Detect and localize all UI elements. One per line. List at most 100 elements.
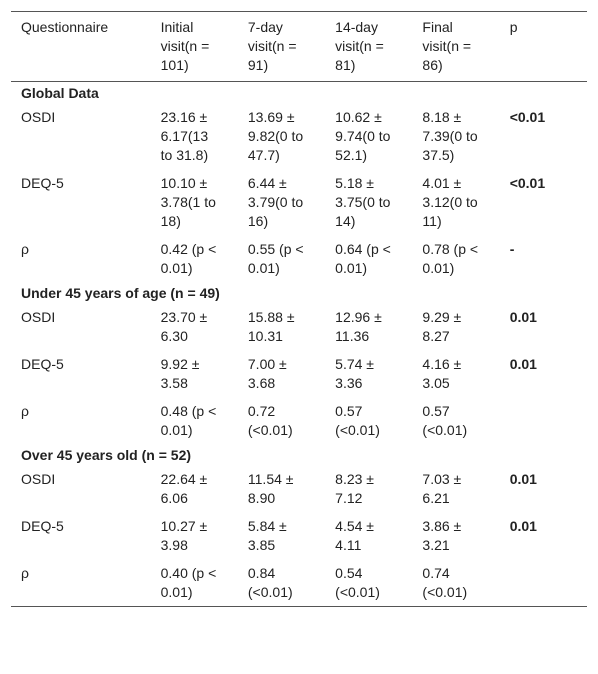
data-cell: 9.29 ± 8.27: [412, 303, 499, 350]
cell-text: Under 45 years of age (n = 49): [21, 285, 220, 301]
row-label: DEQ-5: [11, 169, 151, 235]
header-row: Questionnaire Initial visit(n = 101) 7-day…: [11, 11, 587, 82]
data-cell: 0.40 (p < 0.01): [151, 559, 238, 607]
cell-text: p: [509, 19, 518, 35]
cell-text: 11.54 ± 8.90: [247, 471, 294, 506]
cell-text: 12.96 ± 11.36: [335, 309, 382, 344]
cell-text: OSDI: [21, 309, 56, 325]
data-cell: 0.74 (<0.01): [412, 559, 499, 607]
cell-text: 9.29 ± 8.27: [422, 309, 462, 344]
row-label: DEQ-5: [11, 350, 151, 397]
data-cell: 0.72 (<0.01): [238, 397, 325, 444]
data-cell: 22.64 ± 6.06: [151, 465, 238, 512]
cell-text: 0.01: [509, 518, 537, 534]
column-header: 14-day visit(n = 81): [325, 11, 413, 82]
cell-text: 7.00 ± 3.68: [247, 356, 287, 391]
section-row: Under 45 years of age (n = 49): [11, 282, 587, 303]
data-cell: 8.18 ± 7.39(0 to 37.5): [412, 103, 499, 169]
data-cell: 0.48 (p < 0.01): [151, 397, 238, 444]
cell-text: 0.72 (<0.01): [247, 403, 293, 438]
cell-text: 4.54 ± 4.11: [335, 518, 374, 553]
data-table: Questionnaire Initial visit(n = 101) 7-day…: [11, 11, 587, 607]
cell-text: 4.16 ± 3.05: [422, 356, 462, 391]
data-cell: 5.18 ± 3.75(0 to 14): [325, 169, 412, 235]
cell-text: 23.16 ± 6.17(13 to 31.8): [160, 109, 209, 163]
data-cell: 23.16 ± 6.17(13 to 31.8): [151, 103, 238, 169]
data-cell: 6.44 ± 3.79(0 to 16): [238, 169, 325, 235]
p-value: -: [500, 235, 587, 282]
section-title: Global Data: [11, 82, 587, 104]
data-cell: 10.62 ± 9.74(0 to 52.1): [325, 103, 412, 169]
cell-text: 0.54 (<0.01): [335, 565, 380, 600]
cell-text: 0.40 (p < 0.01): [160, 565, 217, 600]
column-header: Initial visit(n = 101): [150, 11, 238, 82]
row-label: ρ: [11, 397, 151, 444]
p-value: [500, 397, 587, 444]
cell-text: DEQ-5: [21, 356, 64, 372]
p-value: 0.01: [500, 465, 587, 512]
cell-text: OSDI: [21, 109, 56, 125]
cell-text: 10.62 ± 9.74(0 to 52.1): [335, 109, 391, 163]
data-cell: 10.10 ± 3.78(1 to 18): [151, 169, 238, 235]
cell-text: 13.69 ± 9.82(0 to 47.7): [247, 109, 304, 163]
cell-text: 0.74 (<0.01): [422, 565, 468, 600]
data-cell: 15.88 ± 10.31: [238, 303, 325, 350]
p-value: 0.01: [500, 350, 587, 397]
cell-text: 0.01: [509, 309, 537, 325]
cell-text: 23.70 ± 6.30: [160, 309, 208, 344]
cell-text: 8.23 ± 7.12: [335, 471, 374, 506]
cell-text: ρ: [21, 403, 29, 419]
data-row: ρ 0.42 (p < 0.01) 0.55 (p < 0.01) 0.64 (p <…: [11, 235, 587, 282]
cell-text: 7.03 ± 6.21: [422, 471, 462, 506]
data-cell: 23.70 ± 6.30: [151, 303, 238, 350]
section-title: Under 45 years of age (n = 49): [11, 282, 587, 303]
column-header: 7-day visit(n = 91): [237, 11, 326, 82]
cell-text: Initial visit(n = 101): [160, 19, 210, 73]
data-cell: 0.78 (p < 0.01): [412, 235, 499, 282]
cell-text: Global Data: [21, 85, 99, 101]
data-cell: 0.57 (<0.01): [325, 397, 412, 444]
column-header: Final visit(n = 86): [412, 11, 500, 82]
cell-text: 0.42 (p < 0.01): [160, 241, 217, 276]
data-cell: 12.96 ± 11.36: [325, 303, 412, 350]
cell-text: 15.88 ± 10.31: [247, 309, 295, 344]
row-label: OSDI: [11, 465, 151, 512]
data-cell: 0.54 (<0.01): [325, 559, 412, 607]
data-cell: 0.84 (<0.01): [238, 559, 325, 607]
data-row: OSDI 23.16 ± 6.17(13 to 31.8) 13.69 ± 9.82…: [11, 103, 587, 169]
data-cell: 0.42 (p < 0.01): [151, 235, 238, 282]
cell-text: 7-day visit(n = 91): [247, 19, 297, 73]
cell-text: 3.86 ± 3.21: [422, 518, 462, 553]
p-value: <0.01: [500, 103, 587, 169]
data-cell: 5.74 ± 3.36: [325, 350, 412, 397]
cell-text: 10.27 ± 3.98: [160, 518, 208, 553]
data-cell: 11.54 ± 8.90: [238, 465, 325, 512]
cell-text: 0.57 (<0.01): [422, 403, 468, 438]
cell-text: DEQ-5: [21, 518, 64, 534]
data-cell: 4.01 ± 3.12(0 to 11): [412, 169, 499, 235]
row-label: ρ: [11, 559, 151, 607]
row-label: OSDI: [11, 103, 151, 169]
section-row: Global Data: [11, 82, 587, 104]
p-value: 0.01: [500, 303, 587, 350]
cell-text: 0.01: [509, 356, 537, 372]
data-row: ρ 0.48 (p < 0.01) 0.72 (<0.01) 0.57 (<0.01)…: [11, 397, 587, 444]
cell-text: 22.64 ± 6.06: [160, 471, 208, 506]
cell-text: Over 45 years old (n = 52): [21, 447, 192, 463]
cell-text: 6.44 ± 3.79(0 to 16): [247, 175, 304, 229]
cell-text: ρ: [21, 241, 29, 257]
data-cell: 0.64 (p < 0.01): [325, 235, 412, 282]
cell-text: 9.92 ± 3.58: [160, 356, 200, 391]
cell-text: <0.01: [509, 175, 546, 191]
cell-text: 10.10 ± 3.78(1 to 18): [160, 175, 216, 229]
data-cell: 10.27 ± 3.98: [151, 512, 238, 559]
data-cell: 0.57 (<0.01): [412, 397, 499, 444]
data-cell: 4.16 ± 3.05: [412, 350, 499, 397]
table-body: Global Data OSDI 23.16 ± 6.17(13 to 31.8) 1…: [11, 82, 587, 607]
cell-text: 5.18 ± 3.75(0 to 14): [335, 175, 391, 229]
cell-text: 5.84 ± 3.85: [247, 518, 287, 553]
p-value: <0.01: [500, 169, 587, 235]
p-value: [500, 559, 587, 607]
data-row: DEQ-5 10.27 ± 3.98 5.84 ± 3.85 4.54 ± 4.11 3…: [11, 512, 587, 559]
